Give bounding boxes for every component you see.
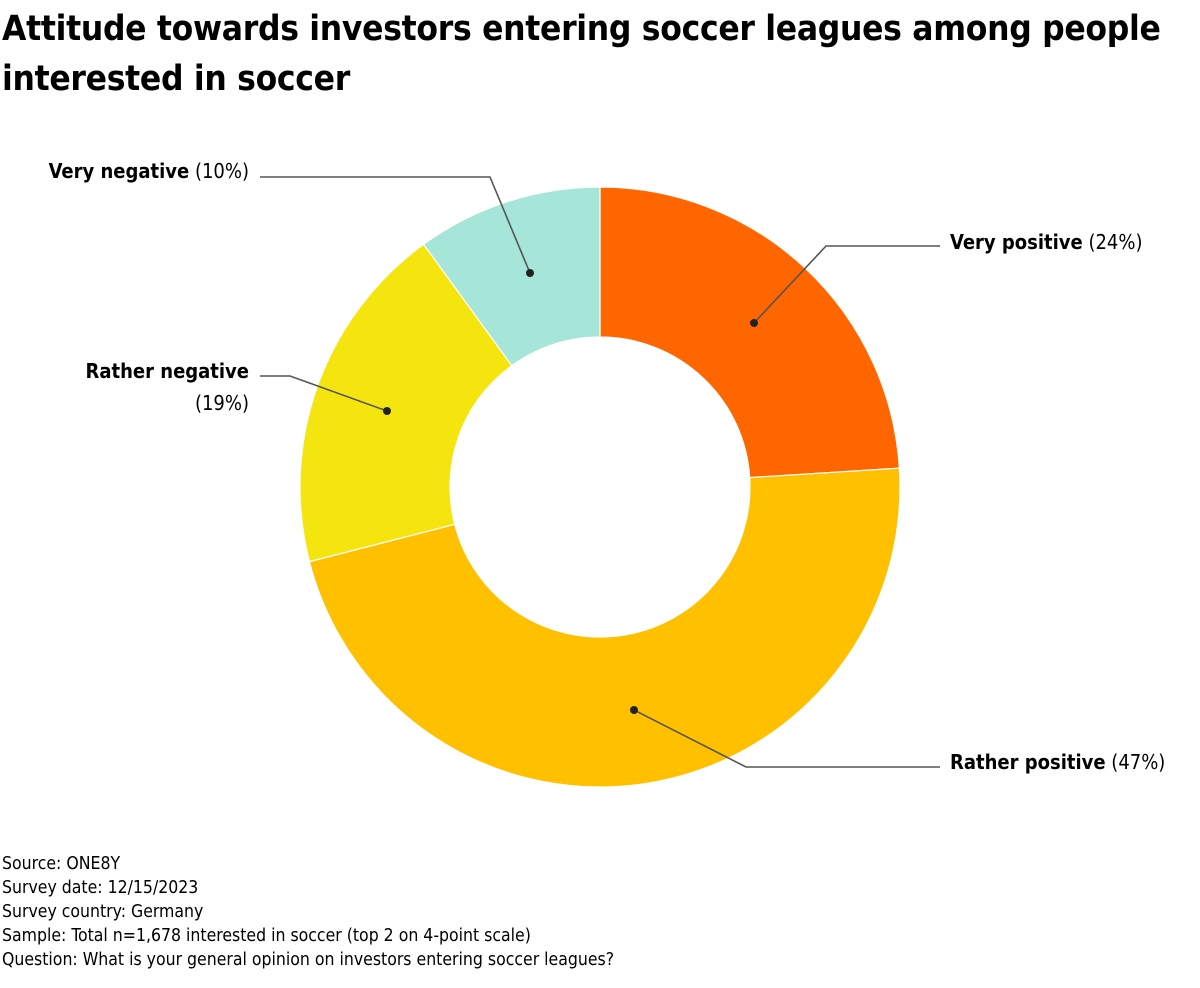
slice-rather-negative bbox=[299, 243, 513, 563]
leader-dot-rather-negative bbox=[383, 407, 391, 415]
slice-label: Rather negative bbox=[85, 359, 250, 383]
label-rather-positive: Rather positive (47%) bbox=[950, 746, 1165, 778]
survey-country: Survey country: Germany bbox=[2, 902, 204, 922]
footnotes: Source: ONE8Y Survey date: 12/15/2023 Su… bbox=[2, 852, 614, 972]
label-rather-negative: Rather negative (19%) bbox=[86, 355, 250, 419]
slice-label: Very positive bbox=[950, 230, 1083, 254]
slice-value: (47%) bbox=[1111, 750, 1166, 774]
slice-value: (24%) bbox=[1088, 230, 1143, 254]
leader-dot-rather-positive bbox=[630, 706, 638, 714]
slice-rather-positive bbox=[308, 467, 901, 788]
label-very-positive: Very positive (24%) bbox=[950, 226, 1143, 258]
leader-line-rather-positive bbox=[633, 709, 940, 768]
label-very-negative: Very negative (10%) bbox=[49, 155, 249, 187]
slice-very-positive bbox=[599, 186, 901, 479]
sample-note: Sample: Total n=1,678 interested in socc… bbox=[2, 926, 531, 946]
leader-line-rather-negative bbox=[260, 375, 388, 412]
leader-line-very-positive bbox=[753, 245, 940, 324]
leader-dot-very-positive bbox=[750, 319, 758, 327]
chart-title: Attitude towards investors entering socc… bbox=[2, 9, 1161, 99]
slice-value: (10%) bbox=[194, 159, 249, 183]
slice-value: (19%) bbox=[194, 391, 249, 415]
question-note: Question: What is your general opinion o… bbox=[2, 950, 615, 970]
slice-label: Very negative bbox=[48, 159, 190, 183]
survey-date: Survey date: 12/15/2023 bbox=[2, 878, 199, 898]
leader-line-very-negative bbox=[260, 176, 531, 274]
leader-dot-very-negative bbox=[526, 269, 534, 277]
source-note: Source: ONE8Y bbox=[2, 854, 121, 874]
slice-very-negative bbox=[422, 186, 601, 367]
slice-label: Rather positive bbox=[950, 750, 1106, 774]
